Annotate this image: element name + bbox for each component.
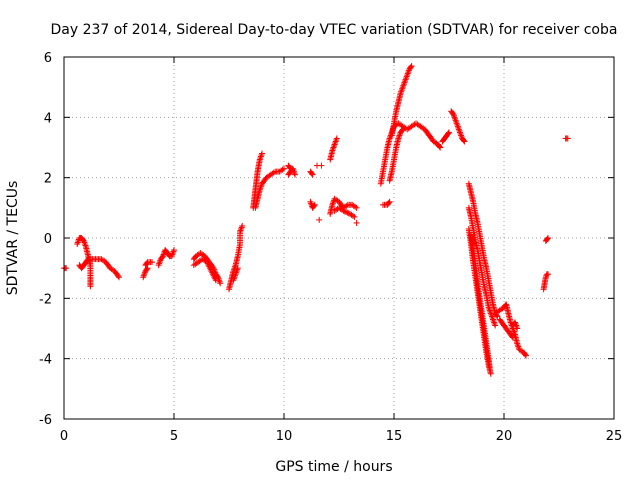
data-point (508, 333, 515, 340)
data-point (523, 352, 529, 359)
y-tick-label: 6 (44, 51, 52, 66)
data-point (407, 64, 414, 71)
y-tick-label: 2 (44, 172, 52, 187)
data-point (279, 166, 286, 173)
data-point (399, 126, 406, 133)
data-points (61, 63, 571, 377)
data-point (437, 144, 444, 151)
x-tick-label: 20 (496, 429, 513, 444)
data-point (309, 171, 316, 178)
data-point (522, 351, 529, 358)
grid (64, 57, 614, 419)
data-point (449, 110, 456, 117)
data-point (343, 209, 350, 216)
data-point (408, 63, 415, 70)
data-point (460, 137, 467, 144)
y-tick-label: 0 (44, 232, 52, 247)
data-point (308, 170, 315, 177)
data-point (509, 334, 516, 341)
x-axis-label: GPS time / hours (275, 459, 392, 475)
data-point (349, 212, 356, 219)
data-point (351, 213, 358, 220)
data-point (436, 143, 443, 150)
data-point (287, 165, 294, 172)
data-point (115, 273, 122, 280)
x-tick-label: 5 (170, 429, 178, 444)
data-point (311, 201, 318, 208)
data-point (514, 325, 521, 332)
data-point (159, 254, 166, 261)
data-point (87, 283, 94, 290)
data-point (344, 209, 351, 216)
data-point (144, 265, 151, 272)
data-point (270, 169, 277, 176)
data-point (385, 199, 392, 206)
data-point (445, 130, 452, 137)
y-tick-label: -2 (39, 292, 52, 307)
plot-frame (63, 56, 615, 420)
x-tick-label: 15 (386, 429, 403, 444)
data-point (545, 235, 551, 241)
data-point (386, 198, 393, 205)
data-point (239, 222, 246, 229)
data-point (217, 280, 224, 287)
x-tick-label: 0 (60, 429, 68, 444)
data-point (544, 236, 551, 243)
x-tick-label: 25 (606, 429, 623, 444)
data-point (212, 277, 219, 284)
y-tick-label: 4 (44, 111, 52, 126)
data-point (286, 164, 293, 171)
data-point (353, 204, 360, 211)
data-point (292, 171, 298, 178)
data-point (352, 203, 359, 210)
data-point (80, 237, 87, 244)
data-point (341, 208, 348, 215)
y-axis-label: SDTVAR / TECUs (5, 181, 21, 296)
y-tick-label: -6 (39, 413, 52, 428)
data-point (487, 370, 494, 377)
data-point (340, 207, 347, 214)
data-point (399, 127, 406, 134)
data-point (259, 150, 265, 157)
data-point (171, 247, 177, 254)
data-point (486, 364, 493, 371)
data-point (281, 165, 287, 172)
data-point (234, 265, 241, 272)
x-tick-label: 10 (276, 429, 293, 444)
data-point (311, 202, 318, 209)
data-point (318, 162, 325, 169)
data-point (494, 313, 501, 320)
data-point (149, 259, 155, 266)
data-point (316, 216, 323, 223)
y-tick-label: -4 (39, 353, 52, 368)
data-point (545, 271, 551, 278)
data-point (143, 266, 150, 273)
data-point (353, 219, 360, 226)
data-point (461, 138, 468, 145)
data-point (492, 322, 499, 329)
data-point (116, 274, 122, 281)
chart-title: Day 237 of 2014, Sidereal Day-to-day VTE… (51, 22, 618, 38)
data-point (333, 135, 340, 142)
data-point (343, 202, 350, 209)
data-point (446, 129, 452, 136)
data-point (564, 135, 571, 142)
